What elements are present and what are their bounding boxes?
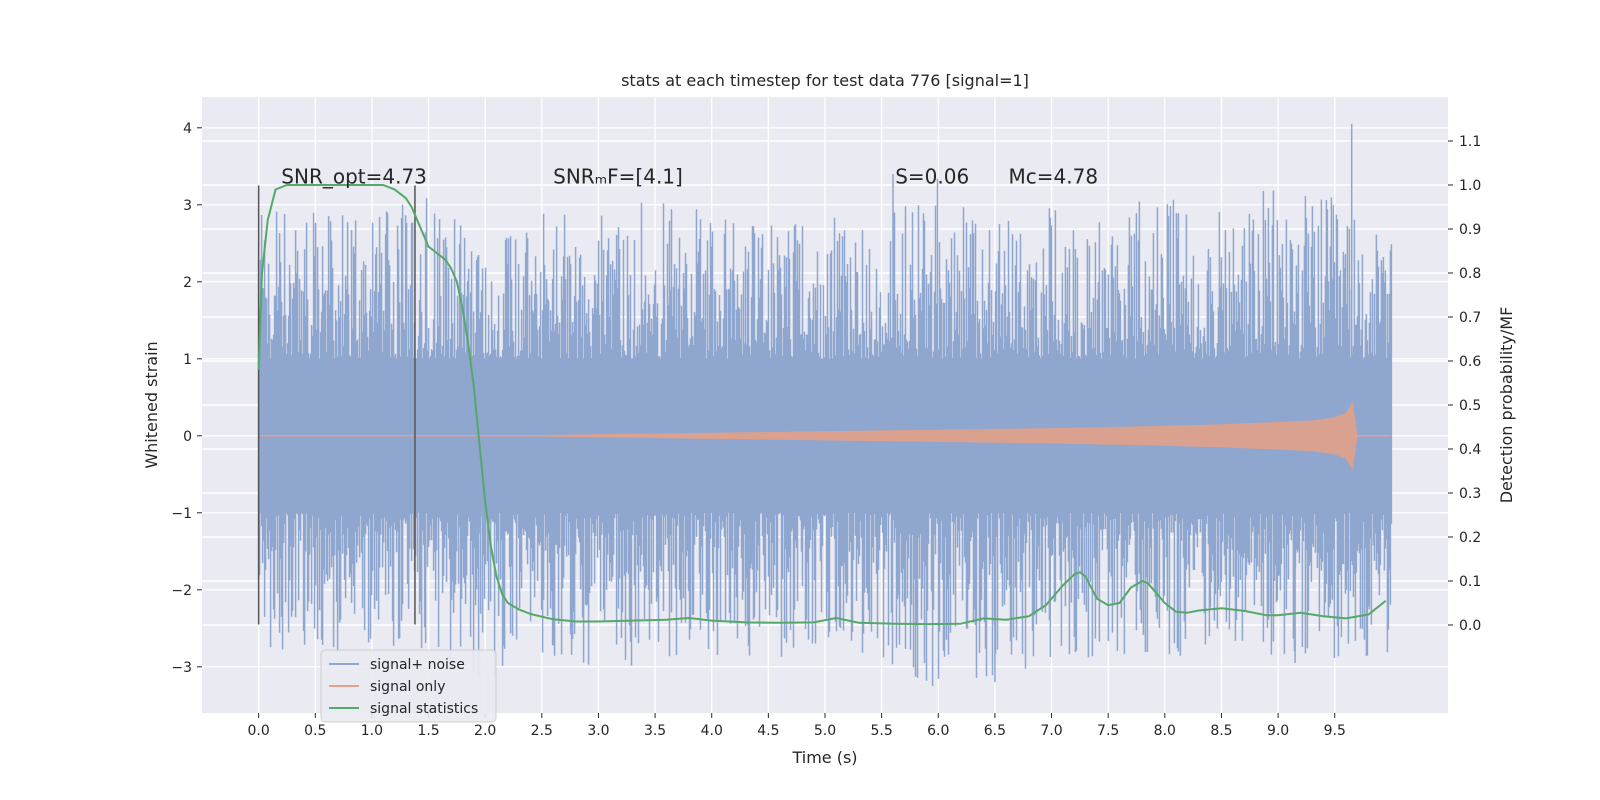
- x-tick-label: 5.5: [871, 723, 893, 739]
- y-right-tick-label: 0.2: [1459, 530, 1481, 546]
- y-right-tick-label: 0.1: [1459, 574, 1481, 590]
- vertical-markers: [257, 185, 416, 625]
- y-axis-right-ticks: 1.1 1.0 0.9 0.8 0.7 0.6 0.5 0.4 0.3 0.2 0.1 0.0: [1448, 134, 1481, 634]
- y-tick-label: 3: [183, 198, 192, 214]
- y-right-tick-label: 0.4: [1459, 442, 1481, 458]
- x-tick-label: 7.0: [1040, 723, 1062, 739]
- x-tick-label: 8.5: [1210, 723, 1232, 739]
- x-tick-label: 8.0: [1154, 723, 1176, 739]
- x-tick-label: 6.0: [927, 723, 949, 739]
- y-right-tick-label: 0.8: [1459, 266, 1481, 282]
- y-right-tick-label: 1.1: [1459, 134, 1481, 150]
- y-right-tick-label: 0.3: [1459, 486, 1481, 502]
- y-right-tick-label: 0.0: [1459, 618, 1481, 634]
- x-tick-label: 2.0: [474, 723, 496, 739]
- annotation-text: Mᴄ=4.78: [1009, 165, 1099, 189]
- x-tick-label: 7.5: [1097, 723, 1119, 739]
- x-tick-label: 4.0: [701, 723, 723, 739]
- y-axis-ticks: 4 3 2 1 0 −1 −2 −3: [171, 121, 202, 676]
- y-tick-label: 4: [183, 121, 192, 137]
- x-tick-label: 9.5: [1324, 723, 1346, 739]
- annotations: SNR_opt=4.73 SNRₘF=[4.1] S=0.06 Mᴄ=4.78: [281, 165, 1098, 189]
- y-right-tick-label: 0.7: [1459, 310, 1481, 326]
- y-tick-label: −3: [171, 660, 192, 676]
- annotation-text: S=0.06: [895, 165, 969, 189]
- x-tick-label: 1.5: [417, 723, 439, 739]
- y-right-tick-label: 1.0: [1459, 178, 1481, 194]
- x-tick-label: 1.0: [361, 723, 383, 739]
- x-tick-label: 3.5: [644, 723, 666, 739]
- chart-title: stats at each timestep for test data 776…: [621, 71, 1029, 90]
- legend-box: [320, 649, 497, 723]
- x-tick-label: 2.5: [531, 723, 553, 739]
- legend-label: signal only: [370, 679, 445, 695]
- legend: signal+ noise signal only signal statistic…: [320, 649, 497, 723]
- series-signal-only: [258, 401, 1392, 471]
- y-right-tick-label: 0.9: [1459, 222, 1481, 238]
- x-axis-ticks: 0.0 0.5 1.0 1.5 2.0 2.5 3.0 3.5 4.0 4.5 5.0 5.5 6.0 6…: [248, 713, 1346, 739]
- x-tick-label: 9.0: [1267, 723, 1289, 739]
- x-tick-label: 6.5: [984, 723, 1006, 739]
- y-tick-label: 2: [183, 275, 192, 291]
- y-right-tick-label: 0.6: [1459, 354, 1481, 370]
- x-tick-label: 0.0: [248, 723, 270, 739]
- statistics-line: [257, 184, 1387, 626]
- x-axis-label: Time (s): [791, 748, 857, 767]
- x-tick-label: 3.0: [587, 723, 609, 739]
- x-tick-label: 0.5: [304, 723, 326, 739]
- x-tick-label: 5.0: [814, 723, 836, 739]
- series-signal-statistics: [257, 184, 1387, 626]
- annotation-text: SNR_opt=4.73: [281, 165, 427, 189]
- x-tick-label: 4.5: [757, 723, 779, 739]
- annotation-text: SNRₘF=[4.1]: [553, 165, 683, 189]
- y-tick-label: 0: [183, 429, 192, 445]
- legend-label: signal statistics: [370, 701, 478, 717]
- y-right-tick-label: 0.5: [1459, 398, 1481, 414]
- y-tick-label: −2: [171, 583, 192, 599]
- y-axis-right-label: Detection probability/MF: [1497, 307, 1516, 504]
- y-tick-label: 1: [183, 352, 192, 368]
- y-axis-label: Whitened strain: [142, 341, 161, 468]
- legend-label: signal+ noise: [370, 657, 465, 673]
- y-tick-label: −1: [171, 506, 192, 522]
